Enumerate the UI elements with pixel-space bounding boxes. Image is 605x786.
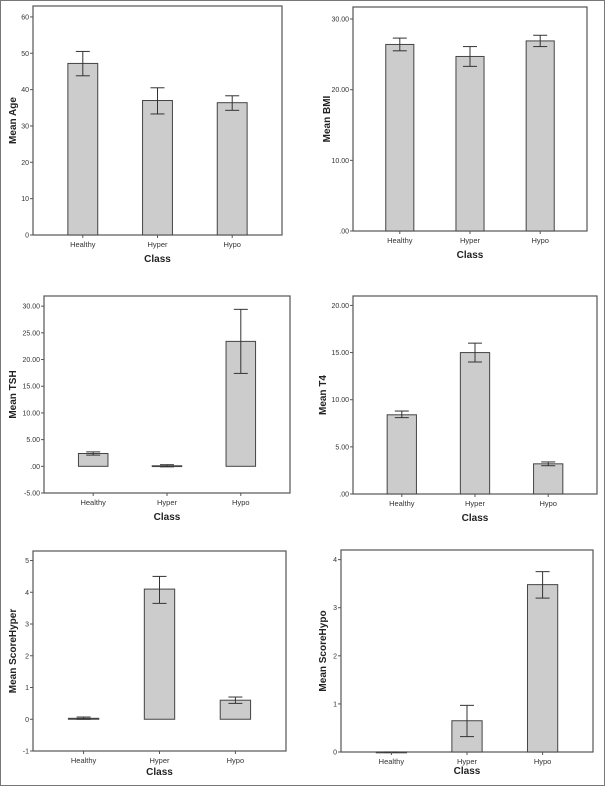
x-axis-label: Class — [144, 254, 171, 265]
x-tick-label: Healthy — [379, 757, 405, 766]
y-axis-label: Mean ScoreHypo — [318, 610, 329, 691]
y-tick-label: 3 — [25, 622, 29, 629]
y-tick-label: 3 — [333, 605, 337, 612]
x-tick-label: Healthy — [389, 499, 415, 508]
y-axis-label: Mean Age — [8, 97, 19, 144]
bar-hyper — [143, 588, 176, 720]
y-tick-label: -1 — [23, 749, 29, 756]
y-axis-label: Mean TSH — [8, 370, 19, 418]
x-axis-label: Class — [454, 766, 481, 777]
y-axis-label: Mean T4 — [318, 375, 329, 415]
x-tick-label: Healthy — [80, 498, 106, 507]
x-tick-label: Hyper — [157, 498, 178, 507]
y-tick-label: 15.00 — [22, 384, 40, 391]
y-tick-label: 20 — [21, 160, 29, 167]
chart-5: -1 0 1 2 3 4 5 Healthy Hyper Hypo Class Mean ScoreH… — [8, 550, 287, 778]
y-tick-label: 5.00 — [26, 437, 40, 444]
bar-hypo — [525, 40, 555, 232]
y-tick-label: 1 — [333, 701, 337, 708]
y-tick-label: 50 — [21, 51, 29, 58]
chart-2: .00 10.00 20.00 30.00 Healthy Hyper Hypo Class M… — [322, 6, 588, 261]
bar-hyper — [455, 55, 485, 232]
x-tick-label: Hypo — [531, 236, 549, 245]
bar-healthy — [385, 43, 415, 232]
bar-hyper — [142, 100, 173, 236]
bar-healthy — [386, 414, 417, 495]
x-tick-label: Hyper — [147, 240, 168, 249]
x-tick-label: Hypo — [227, 756, 245, 765]
x-axis-label: Class — [462, 513, 489, 524]
y-tick-label: 25.00 — [22, 330, 40, 337]
bar-hypo — [533, 463, 564, 495]
x-tick-label: Healthy — [387, 236, 413, 245]
chart-4: .00 5.00 10.00 15.00 20.00 Healthy Hyper Hypo Cl… — [318, 295, 598, 524]
y-tick-label: 0 — [333, 750, 337, 757]
x-tick-label: Hypo — [232, 498, 250, 507]
y-tick-label: 5.00 — [335, 444, 349, 451]
y-tick-label: 40 — [21, 87, 29, 94]
y-tick-label: 20.00 — [331, 87, 349, 94]
x-tick-label: Healthy — [70, 240, 96, 249]
x-tick-label: Hypo — [539, 499, 557, 508]
y-tick-label: 20.00 — [22, 357, 40, 364]
chart-6: 0 1 2 3 4 Healthy Hyper Hypo Class Mean ScoreHypo — [318, 549, 594, 777]
y-tick-label: 4 — [333, 557, 337, 564]
bar-hypo — [216, 102, 248, 236]
y-tick-label: 30.00 — [22, 304, 40, 311]
y-tick-label: 10.00 — [331, 397, 349, 404]
y-tick-label: .00 — [339, 492, 349, 499]
x-tick-label: Hyper — [149, 756, 170, 765]
y-tick-label: 2 — [333, 653, 337, 660]
chart-1: 0 10 20 30 40 50 60 Healthy Hyper Hypo Class Mean A… — [8, 5, 283, 265]
y-axis-label: Mean BMI — [322, 95, 333, 142]
y-tick-label: 30.00 — [331, 17, 349, 24]
y-tick-label: 1 — [25, 685, 29, 692]
y-tick-label: 2 — [25, 653, 29, 660]
y-tick-label: 15.00 — [331, 350, 349, 357]
y-axis-label: Mean ScoreHyper — [8, 609, 19, 694]
x-tick-label: Hyper — [465, 499, 486, 508]
x-tick-label: Hyper — [460, 236, 481, 245]
y-tick-label: 10.00 — [22, 410, 40, 417]
y-tick-label: .00 — [30, 464, 40, 471]
y-tick-label: 60 — [21, 14, 29, 21]
chart-3: -5.00 .00 5.00 10.00 15.00 20.00 25.00 30.00 Hea… — [8, 295, 291, 523]
x-tick-label: Hypo — [223, 240, 241, 249]
bar-healthy — [67, 62, 99, 236]
y-tick-label: 5 — [25, 558, 29, 565]
x-tick-label: Hypo — [534, 757, 552, 766]
x-axis-label: Class — [146, 767, 173, 778]
y-tick-label: 0 — [25, 717, 29, 724]
bar-hypo — [526, 584, 559, 753]
y-tick-label: 20.00 — [331, 303, 349, 310]
y-tick-label: .00 — [339, 229, 349, 236]
bar-hyper — [459, 352, 491, 495]
x-tick-label: Hyper — [457, 757, 478, 766]
y-tick-label: 10.00 — [331, 158, 349, 165]
x-axis-label: Class — [154, 512, 181, 523]
y-tick-label: 10 — [21, 196, 29, 203]
y-tick-label: -5.00 — [24, 491, 40, 498]
x-axis-label: Class — [457, 250, 484, 261]
x-tick-label: Healthy — [71, 756, 97, 765]
y-tick-label: 30 — [21, 123, 29, 130]
y-tick-label: 0 — [25, 233, 29, 240]
y-tick-label: 4 — [25, 590, 29, 597]
